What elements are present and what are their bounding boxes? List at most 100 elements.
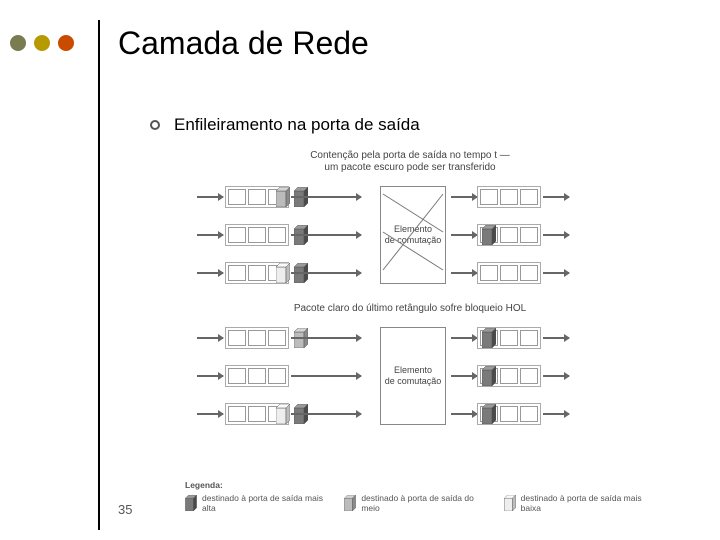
switch-box: Elementode comutação [380,327,446,425]
arrow-icon [197,272,223,274]
header-dots [10,35,74,51]
legend-title: Legenda: [185,480,645,490]
bullet-text: Enfileiramento na porta de saída [174,115,420,135]
arrow-icon [291,196,361,198]
queue-slot [500,189,518,205]
queue-slot [248,265,266,281]
queue-slot [500,368,518,384]
input-row [195,365,361,387]
input-queue [225,327,289,349]
arrow-icon [197,375,223,377]
queue-slot [480,265,498,281]
queue-slot [248,368,266,384]
legend-text: destinado à porta de saída do meio [361,493,485,513]
queue-slot [228,368,246,384]
queue-slot [268,227,286,243]
input-row [195,186,361,208]
packet-icon [482,328,496,348]
arrow-icon [451,234,477,236]
packet-icon [482,225,496,245]
input-row [195,327,361,349]
output-queue [477,365,541,387]
input-queue [225,403,289,425]
arrow-icon [451,337,477,339]
arrow-icon [291,375,361,377]
arrow-icon [291,234,361,236]
packet-icon [482,366,496,386]
arrow-icon [197,413,223,415]
vertical-rule [98,20,100,530]
input-row [195,262,361,284]
input-queue [225,186,289,208]
output-row [449,365,569,387]
arrow-icon [197,196,223,198]
queue-slot [248,227,266,243]
arrow-icon [291,413,361,415]
switch-label: Elementode comutação [385,224,442,246]
packet-icon [344,495,356,511]
legend-item: destinado à porta de saída do meio [344,493,485,513]
switch-label: Elementode comutação [385,365,442,387]
legend-item: destinado à porta de saída mais alta [185,493,326,513]
queue-slot [500,330,518,346]
input-queue [225,365,289,387]
queue-slot [228,406,246,422]
input-row [195,224,361,246]
arrow-icon [451,272,477,274]
queue-slot [480,189,498,205]
router-scene-2: Elementode comutação [185,321,635,436]
legend-text: destinado à porta de saída mais alta [202,493,326,513]
arrow-icon [451,413,477,415]
output-row [449,262,569,284]
queue-slot [520,189,538,205]
packet-icon [276,263,290,283]
arrow-icon [291,272,361,274]
output-queue [477,186,541,208]
arrow-icon [197,337,223,339]
queue-slot [228,330,246,346]
diagram: Contenção pela porta de saída no tempo t… [185,150,635,444]
arrow-icon [451,196,477,198]
caption-2: Pacote claro do último retângulo sofre b… [185,303,635,315]
queue-slot [248,330,266,346]
queue-slot [228,265,246,281]
packet-icon [185,495,197,511]
arrow-icon [197,234,223,236]
page-number: 35 [118,502,132,517]
arrow-icon [291,337,361,339]
output-row [449,224,569,246]
queue-slot [228,227,246,243]
output-row [449,186,569,208]
queue-slot [520,227,538,243]
queue-slot [248,189,266,205]
queue-slot [520,406,538,422]
input-queue [225,224,289,246]
arrow-icon [543,234,569,236]
input-row [195,403,361,425]
arrow-icon [543,196,569,198]
dot-1 [10,35,26,51]
arrow-icon [451,375,477,377]
caption-1: Contenção pela porta de saída no tempo t… [185,150,635,174]
legend: Legenda: destinado à porta de saída mais… [185,480,645,513]
dot-3 [58,35,74,51]
dot-2 [34,35,50,51]
input-queue [225,262,289,284]
bullet-row: Enfileiramento na porta de saída [150,115,420,135]
switch-box: Elementode comutação [380,186,446,284]
queue-slot [228,189,246,205]
queue-slot [520,330,538,346]
queue-slot [520,265,538,281]
queue-slot [500,227,518,243]
arrow-icon [543,413,569,415]
arrow-icon [543,272,569,274]
legend-row: destinado à porta de saída mais alta des… [185,493,645,513]
output-row [449,403,569,425]
slide-title: Camada de Rede [118,25,369,62]
legend-text: destinado à porta de saída mais baixa [521,493,645,513]
queue-slot [248,406,266,422]
packet-icon [504,495,516,511]
router-scene-1: Elementode comutação [185,180,635,295]
packet-icon [276,187,290,207]
output-row [449,327,569,349]
